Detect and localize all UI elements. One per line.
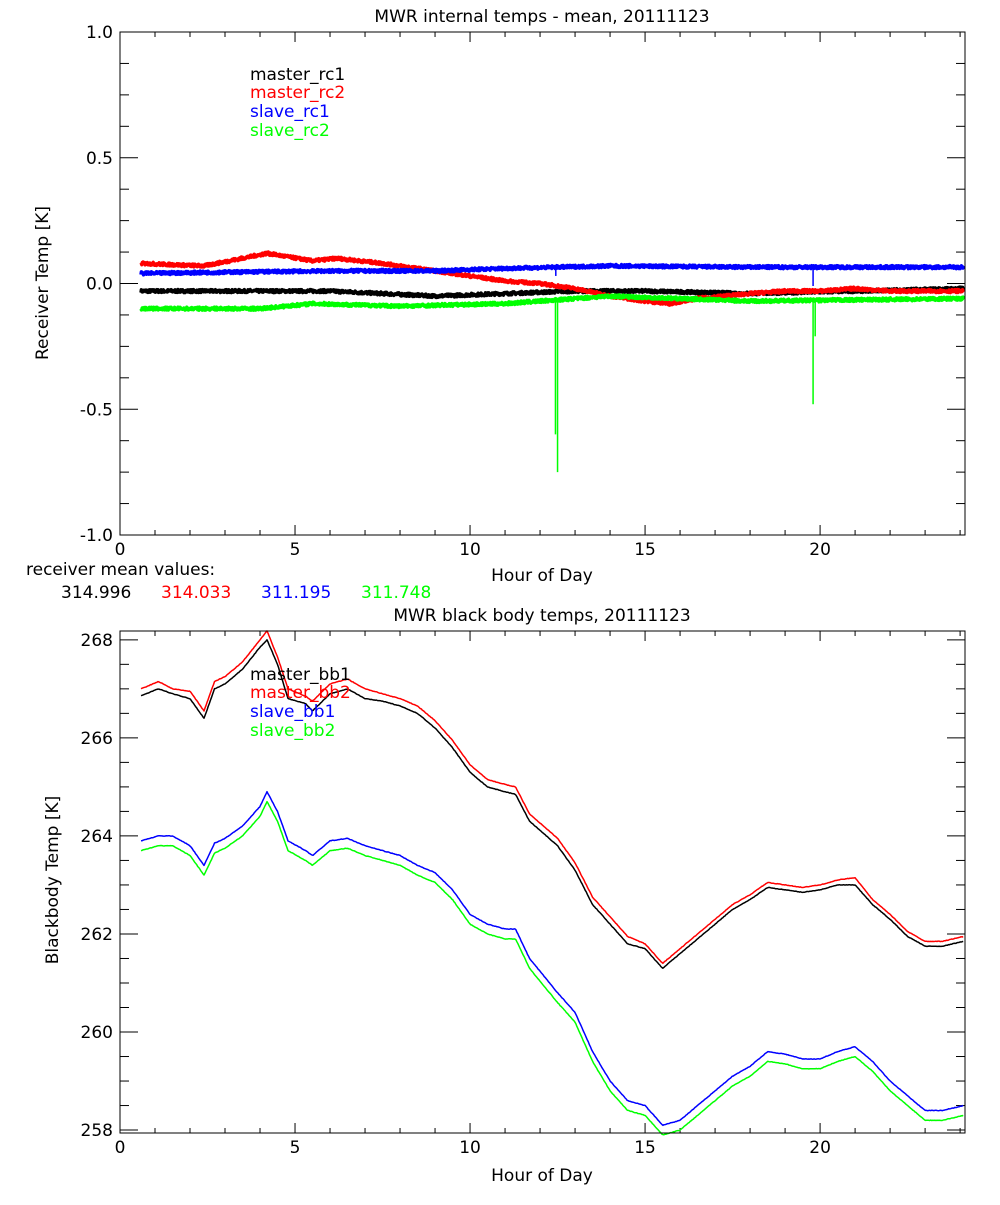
top-chart-legend: master_rc1 master_rc2 slave_rc1 slave_rc…: [250, 65, 345, 141]
legend-slave-bb2: slave_bb2: [250, 721, 335, 741]
blackbody-temps-plot: MWR black body temps, 20111123 Hour of D…: [43, 606, 966, 1186]
x-tick-label: 5: [290, 1138, 301, 1158]
y-tick-label: 258: [81, 1121, 113, 1141]
y-tick-label: 0.5: [86, 149, 113, 169]
x-tick-label: 15: [634, 1138, 656, 1158]
y-tick-label: 260: [81, 1023, 113, 1043]
x-tick-label: 10: [459, 540, 481, 560]
receiver-mean-label: receiver mean values:: [26, 560, 215, 580]
series-line-slave-bb1: [140, 790, 964, 1127]
mean-value-master-rc2: 314.033: [161, 583, 231, 603]
x-tick-label: 0: [115, 540, 126, 560]
bottom-chart-frame: [119, 630, 966, 1134]
series-line-slave-rc2: [139, 293, 965, 312]
top-chart-series: [139, 250, 966, 473]
receiver-mean-values: receiver mean values: 314.996 314.033 31…: [26, 560, 431, 603]
y-tick-label: 268: [81, 631, 113, 651]
x-tick-label: 15: [634, 540, 656, 560]
bottom-chart-xlabel: Hour of Day: [491, 1166, 593, 1186]
top-chart-xlabel: Hour of Day: [491, 566, 593, 586]
series-line-master-bb2: [140, 630, 964, 965]
legend-master-bb2: master_bb2: [250, 683, 351, 703]
x-tick-label: 20: [809, 540, 831, 560]
series-line-slave-bb2: [140, 800, 964, 1136]
top-chart-frame: [119, 31, 966, 536]
bottom-chart-title: MWR black body temps, 20111123: [393, 606, 690, 626]
mean-value-master-rc1: 314.996: [61, 583, 131, 603]
legend-master-rc1: master_rc1: [250, 65, 345, 85]
legend-master-rc2: master_rc2: [250, 83, 345, 103]
top-chart-ylabel: Receiver Temp [K]: [33, 206, 53, 360]
series-line-master-rc2: [139, 250, 965, 307]
x-tick-label: 10: [459, 1138, 481, 1158]
legend-slave-rc1: slave_rc1: [250, 102, 330, 122]
y-tick-label: 1.0: [86, 23, 113, 43]
y-tick-label: -1.0: [80, 526, 113, 546]
y-tick-label: 0.0: [86, 275, 113, 295]
mean-value-slave-rc2: 311.748: [361, 583, 431, 603]
legend-slave-rc2: slave_rc2: [250, 121, 330, 141]
top-chart-title: MWR internal temps - mean, 20111123: [374, 7, 709, 27]
y-tick-label: 262: [81, 925, 113, 945]
bottom-chart-ylabel: Blackbody Temp [K]: [43, 796, 63, 965]
legend-slave-bb1: slave_bb1: [250, 702, 335, 722]
y-tick-label: -0.5: [80, 400, 113, 420]
legend-master-bb1: master_bb1: [250, 665, 351, 685]
y-tick-label: 264: [81, 827, 113, 847]
bottom-chart-ticks: 0 5 10 15 20 268 266 264 262 260 258: [81, 631, 965, 1158]
bottom-chart-legend: master_bb1 master_bb2 slave_bb1 slave_bb…: [250, 665, 351, 741]
x-tick-label: 0: [115, 1138, 126, 1158]
series-line-slave-rc1: [139, 262, 966, 277]
x-tick-label: 5: [290, 540, 301, 560]
mean-value-slave-rc1: 311.195: [261, 583, 331, 603]
bottom-chart-series: [140, 630, 964, 1136]
y-tick-label: 266: [81, 729, 113, 749]
series-line-master-bb1: [140, 639, 964, 969]
top-chart-ticks: 0 5 10 15 20 1.0 0.5 0.0 -0.5 -1.0: [80, 23, 965, 560]
internal-temps-plot: MWR internal temps - mean, 20111123 Hour…: [33, 7, 966, 586]
x-tick-label: 20: [809, 1138, 831, 1158]
